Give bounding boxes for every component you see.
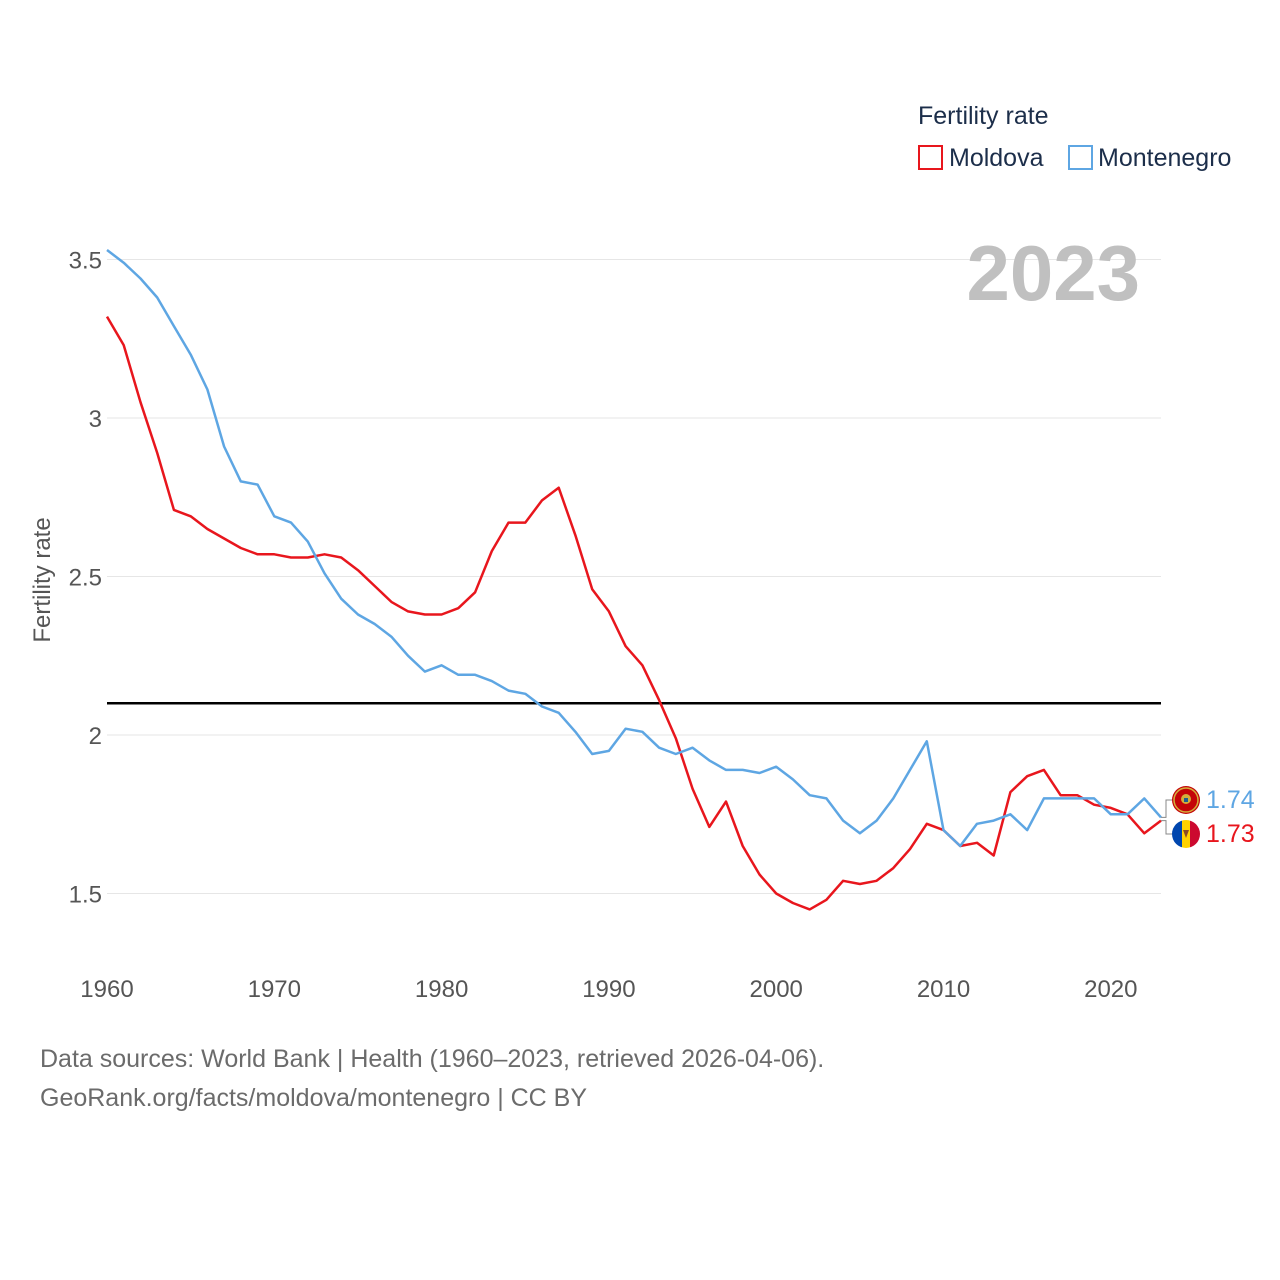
- y-tick-label: 3: [89, 406, 102, 433]
- y-axis-ticks: 1.5 2 2.5 3 3.5: [69, 248, 102, 909]
- x-tick-label: 2000: [750, 976, 803, 1003]
- series-lines: [105, 249, 1162, 911]
- legend-swatch-montenegro[interactable]: [1068, 145, 1093, 170]
- end-connector-moldova: [1161, 820, 1172, 835]
- end-connector-montenegro: [1161, 799, 1172, 818]
- y-tick-label: 2: [89, 723, 102, 750]
- gridlines: [107, 259, 1161, 894]
- series-line-moldova[interactable]: [105, 315, 1162, 911]
- x-axis-ticks: 1960 1970 1980 1990 2000 2010 2020: [80, 976, 1137, 1003]
- data-source-note: Data sources: World Bank | Health (1960–…: [40, 1045, 825, 1073]
- legend-label-moldova[interactable]: Moldova: [949, 144, 1044, 172]
- series-line-montenegro[interactable]: [106, 249, 1162, 848]
- x-tick-label: 2010: [917, 976, 970, 1003]
- x-tick-label: 1990: [582, 976, 635, 1003]
- x-tick-label: 1980: [415, 976, 468, 1003]
- legend-title: Fertility rate: [918, 102, 1049, 130]
- end-value-moldova: 1.73: [1206, 820, 1255, 848]
- x-tick-label: 1960: [80, 976, 133, 1003]
- line-chart: 1.5 2 2.5 3 3.5 1960 1970 1980 1990 2000 2010 2020…: [29, 102, 1255, 1003]
- y-tick-label: 2.5: [69, 565, 102, 592]
- y-axis-label: Fertility rate: [29, 517, 56, 642]
- x-tick-label: 1970: [248, 976, 301, 1003]
- end-value-montenegro: 1.74: [1206, 786, 1255, 814]
- y-tick-label: 1.5: [69, 882, 102, 909]
- montenegro-flag-icon: [1172, 786, 1200, 814]
- legend-label-montenegro[interactable]: Montenegro: [1098, 144, 1231, 172]
- legend-swatch-moldova[interactable]: [918, 145, 943, 170]
- legend: Fertility rate Moldova Montenegro: [918, 102, 1231, 172]
- end-markers: 1.74 1.73: [1161, 786, 1255, 848]
- source-link[interactable]: GeoRank.org/facts/moldova/montenegro | C…: [40, 1084, 588, 1112]
- year-label: 2023: [966, 229, 1140, 317]
- moldova-flag-icon: [1172, 820, 1200, 848]
- y-tick-label: 3.5: [69, 248, 102, 275]
- x-tick-label: 2020: [1084, 976, 1137, 1003]
